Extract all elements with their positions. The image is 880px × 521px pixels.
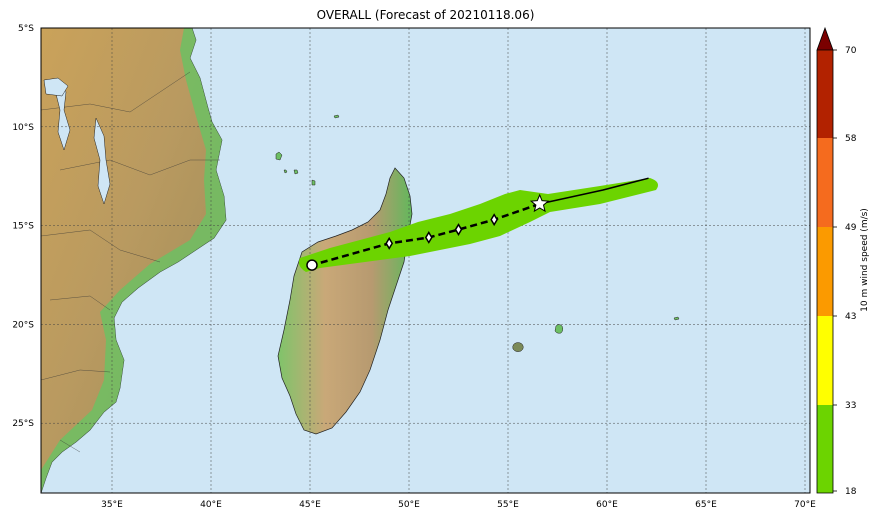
colorbar-tick-label: 18 xyxy=(845,487,857,497)
current-position-star xyxy=(529,193,550,213)
lake-malawi xyxy=(93,117,111,205)
africa-coastal-lowland xyxy=(41,28,226,493)
storm-track-layer xyxy=(298,177,658,272)
colorbar-segment-58-70 xyxy=(817,50,833,138)
longitude-tick-label: 65°E xyxy=(695,500,717,510)
latitude-labels: 5°S 10°S 15°S 20°S 25°S xyxy=(12,24,34,429)
longitude-tick-label: 70°E xyxy=(794,500,816,510)
forecast-point-marker xyxy=(385,236,394,250)
colorbar-segment-33-43 xyxy=(817,316,833,405)
map-title: OVERALL (Forecast of 20210118.06) xyxy=(316,8,535,22)
map-frame xyxy=(40,27,811,494)
forecast-point-marker xyxy=(424,230,433,244)
colorbar-segment-18-33 xyxy=(817,405,833,493)
colorbar-extend-arrow xyxy=(816,26,834,51)
longitude-tick-label: 50°E xyxy=(398,500,420,510)
longitude-labels: 35°E 40°E 45°E 50°E 55°E 60°E 65°E 70°E xyxy=(101,500,816,510)
colorbar-label: 10 m wind speed (m/s) xyxy=(860,208,870,312)
longitude-tick-label: 40°E xyxy=(200,500,222,510)
country-borders xyxy=(41,71,220,453)
latitude-tick-label: 20°S xyxy=(12,320,34,330)
longitude-tick-label: 55°E xyxy=(497,500,519,510)
lake-tanganyika xyxy=(55,79,71,151)
reunion-island xyxy=(512,342,524,352)
latitude-tick-label: 15°S xyxy=(12,222,34,232)
rodrigues-island xyxy=(673,316,680,321)
longitude-tick-label: 60°E xyxy=(596,500,618,510)
colorbar: 70 58 49 43 33 18 10 m wind speed (m/s) xyxy=(816,26,870,497)
colorbar-segment-43-49 xyxy=(817,227,833,316)
latitude-tick-label: 25°S xyxy=(12,419,34,429)
comoros-islands xyxy=(275,151,316,186)
madagascar-island xyxy=(277,167,413,435)
colorbar-tick-label: 70 xyxy=(845,46,857,56)
forecast-point-marker xyxy=(490,213,499,227)
colorbar-tick-label: 43 xyxy=(845,312,856,322)
colorbar-tick-label: 33 xyxy=(845,401,856,411)
forecast-point-marker xyxy=(454,223,463,237)
longitude-tick-label: 35°E xyxy=(101,500,123,510)
lake-victoria xyxy=(43,77,69,97)
latitude-tick-label: 5°S xyxy=(18,24,34,34)
mauritius-island xyxy=(554,324,564,334)
seychelles-islets xyxy=(333,114,340,119)
colorbar-segment-49-58 xyxy=(817,138,833,227)
colorbar-tick-label: 58 xyxy=(845,134,857,144)
latitude-tick-label: 10°S xyxy=(12,123,34,133)
forecast-end-marker xyxy=(306,259,318,271)
forecast-track-line xyxy=(311,202,541,267)
colorbar-tick-label: 49 xyxy=(845,223,857,233)
longitude-tick-label: 45°E xyxy=(299,500,321,510)
past-track-line xyxy=(539,177,649,205)
